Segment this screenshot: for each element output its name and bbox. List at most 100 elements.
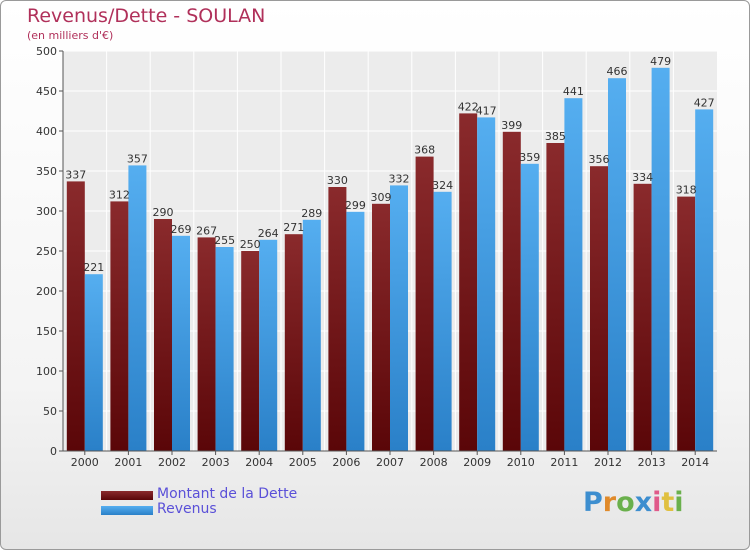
data-label-revenue-2012: 466 <box>607 65 628 78</box>
bar-debt-2013 <box>633 183 652 452</box>
xtick-label-2001: 2001 <box>114 456 142 469</box>
bar-debt-2002 <box>154 219 172 451</box>
logo-letter: P <box>583 487 603 518</box>
ytick-label-300: 300 <box>36 205 57 218</box>
bar-revenue-2010 <box>520 163 539 452</box>
data-label-debt-2003: 267 <box>196 224 217 237</box>
bar-debt-2009 <box>459 113 478 452</box>
data-label-debt-2000: 337 <box>65 168 86 181</box>
data-label-revenue-2004: 264 <box>258 227 279 240</box>
data-label-debt-2009: 422 <box>458 100 479 113</box>
data-label-revenue-2009: 417 <box>476 104 497 117</box>
data-label-debt-2007: 309 <box>371 191 392 204</box>
legend-label-revenue: Revenus <box>157 501 217 517</box>
logo-letter: i <box>674 487 684 518</box>
bar-debt-2010 <box>502 131 521 452</box>
bar-debt-2003 <box>197 237 216 451</box>
data-label-revenue-2014: 427 <box>694 96 715 109</box>
xtick-label-2007: 2007 <box>376 456 404 469</box>
data-label-debt-2010: 399 <box>501 119 522 132</box>
ytick-label-250: 250 <box>36 245 57 258</box>
bar-revenue-2000 <box>84 274 103 451</box>
bar-debt-2007 <box>372 203 390 451</box>
bar-debt-2012 <box>590 166 608 451</box>
bar-revenue-2003 <box>215 247 234 451</box>
bar-revenue-2002 <box>172 235 190 451</box>
xtick-label-2008: 2008 <box>420 456 448 469</box>
logo-letter: o <box>616 487 635 518</box>
bar-debt-2005 <box>284 234 303 451</box>
data-label-revenue-2008: 324 <box>432 179 453 192</box>
ytick-label-100: 100 <box>36 365 57 378</box>
logo-letter: r <box>602 487 617 518</box>
data-label-debt-2001: 312 <box>109 188 130 201</box>
bar-debt-2004 <box>241 251 260 451</box>
xtick-label-2006: 2006 <box>332 456 360 469</box>
logo-letter: x <box>634 487 653 518</box>
bar-debt-2001 <box>110 201 129 451</box>
ytick-label-350: 350 <box>36 165 57 178</box>
ytick-label-400: 400 <box>36 125 57 138</box>
ytick-label-50: 50 <box>43 405 57 418</box>
data-label-debt-2006: 330 <box>327 174 348 187</box>
proxiti-logo: Proxiti <box>583 487 684 518</box>
data-label-debt-2013: 334 <box>632 171 653 184</box>
xtick-label-2002: 2002 <box>158 456 186 469</box>
bar-revenue-2009 <box>477 117 496 452</box>
data-label-revenue-2011: 441 <box>563 85 584 98</box>
bar-debt-2006 <box>328 187 347 451</box>
data-label-revenue-2003: 255 <box>214 234 235 247</box>
xtick-label-2011: 2011 <box>550 456 578 469</box>
data-label-revenue-2006: 299 <box>345 199 366 212</box>
bar-revenue-2008 <box>433 191 452 452</box>
xtick-label-2005: 2005 <box>289 456 317 469</box>
data-label-debt-2004: 250 <box>240 238 261 251</box>
bar-revenue-2013 <box>651 67 670 452</box>
data-label-revenue-2000: 221 <box>83 261 104 274</box>
data-label-revenue-2007: 332 <box>389 172 410 185</box>
ytick-label-200: 200 <box>36 285 57 298</box>
xtick-label-2004: 2004 <box>245 456 273 469</box>
data-label-revenue-2013: 479 <box>650 55 671 68</box>
bar-revenue-2005 <box>302 219 321 451</box>
bar-revenue-2001 <box>128 165 147 451</box>
data-label-debt-2014: 318 <box>676 184 697 197</box>
chart-title: Revenus/Dette - SOULAN <box>27 5 266 27</box>
xtick-label-2009: 2009 <box>463 456 491 469</box>
xtick-label-2012: 2012 <box>594 456 622 469</box>
chart-subtitle: (en milliers d'€) <box>27 29 114 42</box>
xtick-label-2013: 2013 <box>638 456 666 469</box>
legend-swatch-revenue <box>101 506 153 515</box>
bar-revenue-2007 <box>390 185 408 451</box>
data-label-revenue-2001: 357 <box>127 152 148 165</box>
legend-swatch-debt <box>101 491 153 500</box>
data-label-debt-2005: 271 <box>283 221 304 234</box>
xtick-label-2003: 2003 <box>202 456 230 469</box>
xtick-label-2010: 2010 <box>507 456 535 469</box>
ytick-label-150: 150 <box>36 325 57 338</box>
xtick-label-2014: 2014 <box>681 456 709 469</box>
data-label-debt-2008: 368 <box>414 144 435 157</box>
bar-debt-2000 <box>66 181 85 451</box>
ytick-label-500: 500 <box>36 45 57 58</box>
data-label-debt-2012: 356 <box>589 153 610 166</box>
bar-debt-2014 <box>677 196 696 451</box>
bar-debt-2008 <box>415 156 434 451</box>
data-label-debt-2011: 385 <box>545 130 566 143</box>
data-label-debt-2002: 290 <box>153 206 174 219</box>
bar-debt-2011 <box>546 143 565 451</box>
bar-revenue-2004 <box>259 239 278 451</box>
data-label-revenue-2002: 269 <box>171 223 192 236</box>
xtick-label-2000: 2000 <box>71 456 99 469</box>
data-label-revenue-2010: 359 <box>519 151 540 164</box>
ytick-label-450: 450 <box>36 85 57 98</box>
bar-revenue-2006 <box>346 211 365 451</box>
legend-label-debt: Montant de la Dette <box>157 486 298 502</box>
bar-revenue-2012 <box>608 78 626 451</box>
logo-letter: t <box>661 487 675 518</box>
ytick-label-0: 0 <box>50 445 57 458</box>
bar-revenue-2014 <box>695 109 714 452</box>
logo-letter: i <box>652 487 662 518</box>
